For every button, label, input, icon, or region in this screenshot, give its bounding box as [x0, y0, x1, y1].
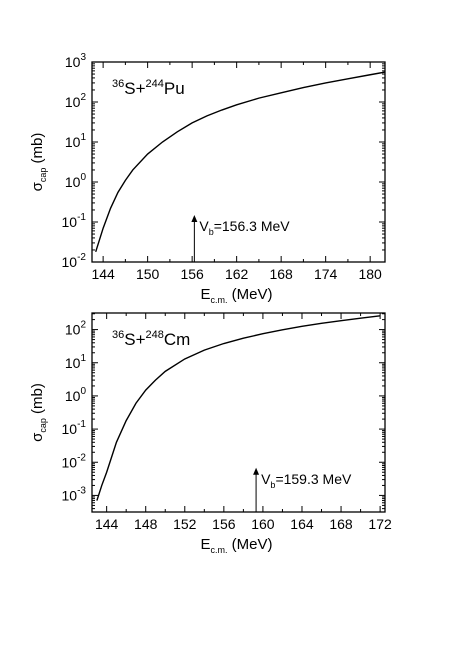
x-tick-label: 172: [368, 516, 392, 532]
x-tick-label: 144: [95, 516, 119, 532]
barrier-label-v: V: [199, 218, 209, 234]
x-axis-label: Ec.m. (MeV): [200, 536, 272, 555]
y-tick-exponent: 0: [80, 172, 86, 183]
x-label-sub: c.m.: [211, 295, 228, 305]
y-tick-base: 10: [65, 94, 81, 110]
y-label-sub: cap: [38, 418, 48, 433]
y-tick-label: 10-2: [62, 252, 87, 270]
projectile-symbol: S: [124, 79, 135, 98]
x-tick-label: 156: [180, 266, 204, 282]
projectile-symbol: S: [124, 330, 135, 349]
reaction-label: 36S+244Pu: [112, 78, 185, 98]
y-axis-label: σcap (mb): [29, 383, 48, 442]
y-tick-label: 10-1: [62, 212, 87, 230]
x-tick-label: 152: [173, 516, 197, 532]
y-tick-label: 101: [65, 132, 87, 150]
target-symbol: Pu: [164, 79, 185, 98]
x-tick-label: 160: [251, 516, 275, 532]
barrier-arrow-head: [253, 467, 260, 475]
x-tick-label: 162: [225, 266, 249, 282]
y-tick-exponent: -3: [77, 485, 86, 496]
y-label-symbol: σ: [29, 181, 46, 191]
x-label-symbol: E: [200, 536, 210, 553]
y-label-unit: (mb): [29, 133, 46, 168]
y-tick-label: 102: [65, 92, 87, 110]
barrier-label-value: =159.3 MeV: [275, 471, 352, 487]
x-tick-label: 150: [136, 266, 160, 282]
target-mass: 248: [146, 329, 164, 341]
projectile-mass: 36: [112, 329, 124, 341]
y-tick-exponent: -2: [77, 452, 86, 463]
plot-frame: [91, 312, 386, 513]
y-tick-label: 101: [65, 353, 87, 371]
y-tick-base: 10: [65, 322, 81, 338]
y-tick-label: 103: [65, 52, 87, 70]
barrier-label: Vb=156.3 MeV: [199, 218, 290, 237]
y-tick-exponent: -1: [77, 419, 86, 430]
y-tick-base: 10: [62, 214, 78, 230]
y-tick-label: 100: [65, 386, 87, 404]
y-axis-label: σcap (mb): [29, 133, 48, 192]
target-mass: 244: [146, 78, 164, 90]
chart-panel-2: 144 148 152 156 160 164 168 17210-310-210-11001…: [29, 312, 392, 555]
plus-sign: +: [136, 79, 146, 98]
y-tick-base: 10: [62, 421, 78, 437]
barrier-arrow-head: [191, 214, 198, 222]
x-tick-label: 156: [212, 516, 236, 532]
y-tick-exponent: 3: [80, 52, 86, 63]
barrier-label: Vb=159.3 MeV: [261, 471, 352, 490]
x-tick-label: 180: [358, 266, 382, 282]
y-tick-base: 10: [65, 54, 81, 70]
y-tick-label: 10-3: [62, 485, 87, 503]
plot-frame: [91, 61, 386, 263]
y-tick-base: 10: [65, 355, 81, 371]
capture-cross-section-curve: [96, 315, 381, 501]
barrier-label-v: V: [261, 471, 271, 487]
y-tick-exponent: 1: [80, 353, 86, 364]
capture-cross-section-curve: [95, 71, 386, 253]
y-tick-exponent: -1: [77, 212, 86, 223]
y-label-symbol: σ: [29, 432, 46, 442]
y-tick-label: 102: [65, 320, 87, 338]
barrier-label-sub: b: [270, 480, 275, 490]
x-axis-label: Ec.m. (MeV): [200, 286, 272, 305]
x-label-symbol: E: [200, 286, 210, 303]
target-symbol: Cm: [164, 330, 190, 349]
y-tick-exponent: 0: [80, 386, 86, 397]
x-tick-label: 144: [91, 266, 115, 282]
x-tick-label: 164: [290, 516, 314, 532]
y-tick-label: 10-2: [62, 452, 87, 470]
y-tick-base: 10: [62, 454, 78, 470]
projectile-mass: 36: [112, 78, 124, 90]
x-label-unit: (MeV): [228, 286, 273, 303]
y-tick-base: 10: [65, 388, 81, 404]
barrier-label-value: =156.3 MeV: [214, 218, 291, 234]
x-tick-label: 174: [314, 266, 338, 282]
y-tick-exponent: 2: [80, 92, 86, 103]
y-label-unit: (mb): [29, 383, 46, 418]
chart-panel-1: 144 150 156 162 168 174 18010-210-110010110210…: [29, 52, 386, 305]
x-tick-label: 168: [269, 266, 293, 282]
y-tick-exponent: 1: [80, 132, 86, 143]
reaction-label: 36S+248Cm: [112, 329, 190, 349]
y-tick-base: 10: [62, 254, 78, 270]
x-tick-label: 168: [329, 516, 353, 532]
y-tick-base: 10: [62, 487, 78, 503]
y-tick-exponent: -2: [77, 252, 86, 263]
plus-sign: +: [136, 330, 146, 349]
y-tick-label: 100: [65, 172, 87, 190]
y-tick-base: 10: [65, 174, 81, 190]
y-tick-base: 10: [65, 134, 81, 150]
y-tick-label: 10-1: [62, 419, 87, 437]
x-label-unit: (MeV): [228, 536, 273, 553]
barrier-label-sub: b: [209, 227, 214, 237]
y-label-sub: cap: [38, 168, 48, 183]
y-tick-exponent: 2: [80, 320, 86, 331]
x-label-sub: c.m.: [211, 545, 228, 555]
x-tick-label: 148: [134, 516, 158, 532]
